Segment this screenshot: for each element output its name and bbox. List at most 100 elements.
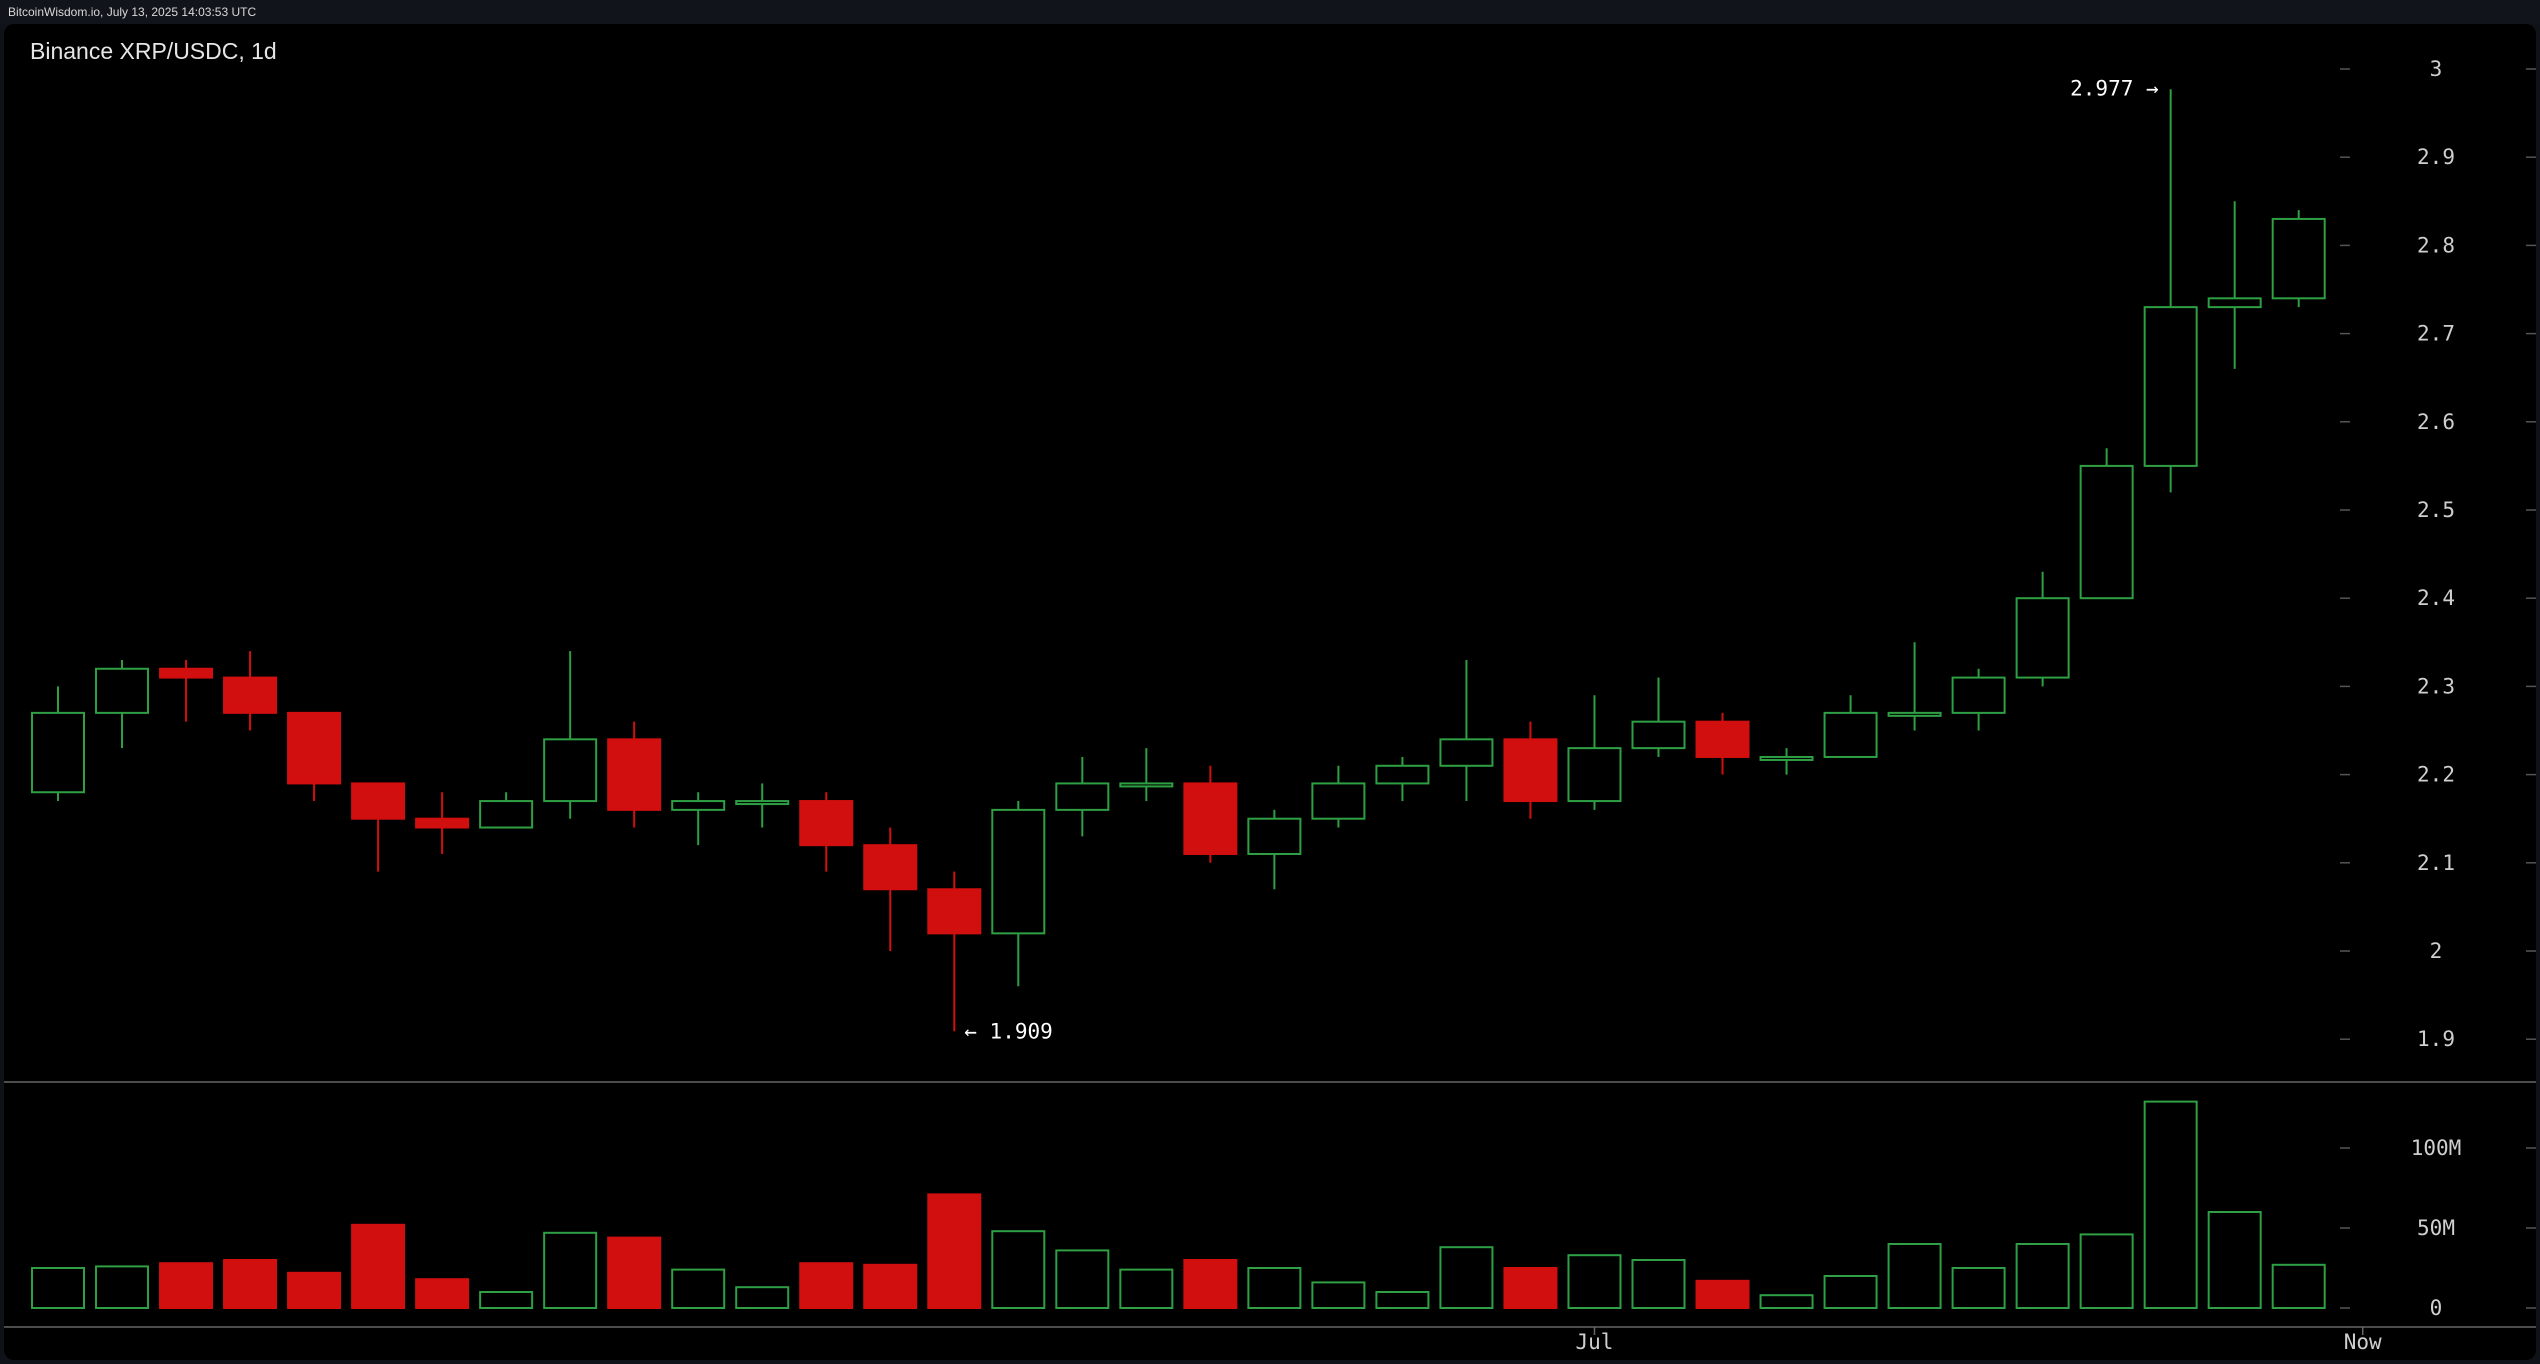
price-axis: 3 2.9 2.8 2.7 2.6 2.5 2.4 2.3 2.2 2.1 2 1.9	[2340, 57, 2536, 1051]
price-tick-label: 2.9	[2417, 145, 2455, 169]
price-tick-label: 2.3	[2417, 674, 2455, 698]
price-tick-label: 2.2	[2417, 763, 2455, 787]
candle	[223, 651, 278, 731]
low-annotation: ← 1.909	[964, 1019, 1053, 1043]
volume-bar	[351, 1223, 406, 1310]
volume-bar	[1311, 1281, 1366, 1310]
volume-bar	[2079, 1233, 2134, 1310]
volume-bar	[991, 1230, 1046, 1309]
price-tick-label: 2.8	[2417, 233, 2455, 257]
candle-body	[31, 711, 85, 794]
volume-bar	[2207, 1211, 2262, 1309]
candle	[991, 801, 1046, 987]
price-tick-label: 2.1	[2417, 851, 2455, 875]
candle	[159, 659, 214, 722]
volume-bar	[1695, 1279, 1750, 1310]
candle-body	[543, 738, 598, 803]
time-axis: Jul Now	[1576, 1327, 2382, 1354]
candle	[1375, 756, 1430, 802]
symbol-title: Binance XRP/USDC, 1d	[30, 38, 277, 64]
candle-body	[2143, 306, 2198, 467]
candle-body	[415, 817, 470, 829]
volume-bar	[1823, 1275, 1878, 1309]
candle	[415, 792, 470, 854]
volume-bar	[543, 1231, 598, 1310]
candle-body	[927, 888, 982, 935]
candle-body	[95, 667, 150, 714]
volume-bar	[223, 1259, 278, 1309]
candle	[2207, 201, 2262, 369]
candle	[2143, 89, 2198, 493]
candle	[1951, 668, 2006, 731]
candle-body	[287, 711, 342, 785]
price-tick-label: 2.4	[2417, 586, 2455, 610]
candle	[543, 651, 598, 819]
volume-bar	[671, 1268, 726, 1309]
volume-bar	[1439, 1246, 1494, 1309]
volume-bar	[1759, 1294, 1814, 1309]
volume-bar	[735, 1286, 790, 1309]
candle	[1311, 765, 1366, 828]
price-tick-label: 2	[2430, 939, 2443, 963]
candle-body	[1247, 817, 1302, 855]
volume-bar	[607, 1236, 662, 1309]
candle	[31, 686, 85, 802]
volume-tick-label: 0	[2430, 1296, 2443, 1320]
candle-body	[1503, 738, 1558, 803]
volume-bar	[1887, 1243, 1942, 1309]
volume-bar	[287, 1271, 342, 1310]
volume-bar	[1247, 1267, 1302, 1309]
price-tick-label: 2.7	[2417, 322, 2455, 346]
candle-body	[1887, 711, 1942, 717]
candle-body	[799, 800, 854, 847]
candle-body	[863, 844, 918, 891]
candle-body	[223, 676, 278, 714]
candle-body	[1439, 738, 1494, 767]
candle	[863, 827, 918, 951]
candle-body	[159, 667, 214, 679]
volume-bar	[31, 1267, 85, 1309]
chart-panel: Binance XRP/USDC, 1d 3 2.9 2.8 2.7 2.6 2.5 2.4…	[4, 24, 2536, 1360]
price-tick-label: 2.5	[2417, 498, 2455, 522]
candle-body	[2015, 597, 2070, 679]
candle-body	[1823, 711, 1878, 758]
volume-bar	[1119, 1268, 1174, 1309]
volume-bar	[1055, 1249, 1110, 1310]
volume-tick-label: 50M	[2417, 1216, 2455, 1240]
candlestick-chart[interactable]: Binance XRP/USDC, 1d 3 2.9 2.8 2.7 2.6 2.5 2.4…	[4, 24, 2536, 1360]
volume-bar	[415, 1278, 470, 1309]
volume-bar	[927, 1193, 982, 1310]
candle-body	[351, 782, 406, 820]
candle-body	[671, 800, 726, 811]
source-watermark: BitcoinWisdom.io, July 13, 2025 14:03:53…	[8, 5, 257, 19]
candle-body	[479, 800, 534, 829]
candle	[671, 792, 726, 846]
candle	[1247, 809, 1302, 890]
candle	[2015, 571, 2070, 687]
volume-tick-label: 100M	[2411, 1136, 2462, 1160]
candle-body	[735, 800, 790, 806]
candle	[95, 659, 150, 749]
price-tick-label: 2.6	[2417, 410, 2455, 434]
candle	[1631, 677, 1686, 757]
candle	[799, 792, 854, 872]
candle	[1119, 748, 1174, 802]
volume-bar	[2271, 1263, 2326, 1310]
volume-bar	[159, 1262, 214, 1309]
candle-body	[1567, 747, 1622, 803]
candle	[735, 783, 790, 828]
candle	[1759, 748, 1814, 775]
volume-axis: 100M 50M 0	[2340, 1136, 2536, 1320]
volume-bar	[1631, 1259, 1686, 1309]
price-tick-label: 1.9	[2417, 1027, 2455, 1051]
time-tick-label: Jul	[1576, 1330, 1614, 1354]
candle-body	[1759, 755, 1814, 761]
volume-bar	[1375, 1291, 1430, 1309]
candle	[479, 792, 534, 829]
volume-bar	[1183, 1259, 1238, 1309]
candle	[1695, 712, 1750, 775]
candle	[1567, 695, 1622, 810]
candle	[287, 711, 342, 802]
volume-bar	[2143, 1100, 2198, 1309]
candle	[607, 721, 662, 828]
